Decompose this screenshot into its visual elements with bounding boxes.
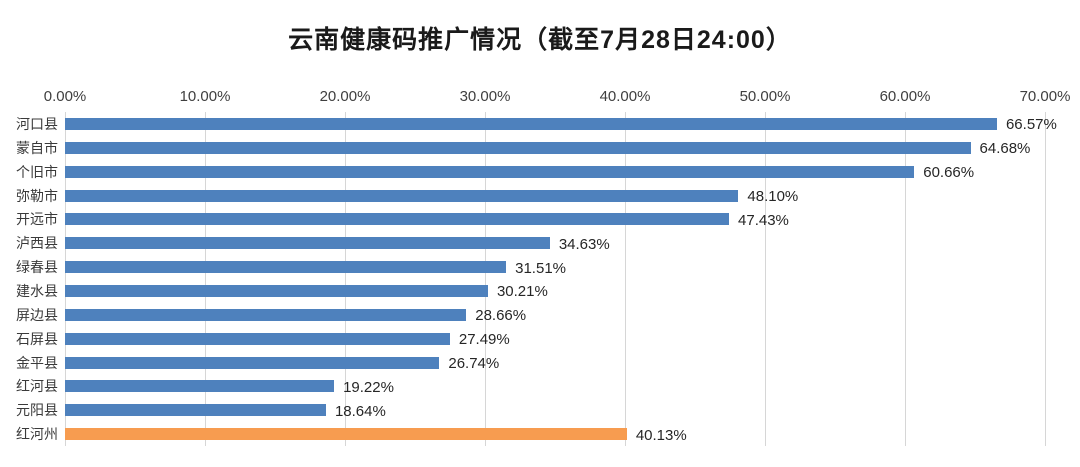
bar-highlighted — [65, 428, 627, 441]
gridline — [765, 112, 766, 446]
x-tick-label: 30.00% — [459, 88, 511, 105]
category-label: 建水县 — [16, 283, 58, 300]
bar — [65, 380, 335, 393]
gridline — [1045, 112, 1046, 446]
bar-value-label: 34.63% — [558, 235, 610, 253]
category-label: 屏边县 — [16, 307, 58, 324]
category-label: 金平县 — [16, 355, 58, 372]
bar-value-label: 28.66% — [475, 307, 527, 325]
bar — [65, 213, 730, 226]
gridline — [345, 112, 346, 446]
bar — [65, 308, 467, 321]
category-label: 红河州 — [16, 427, 58, 444]
bar-value-label: 40.13% — [635, 426, 687, 444]
bar — [65, 356, 440, 369]
x-tick-label: 70.00% — [1019, 88, 1071, 105]
bar — [65, 165, 915, 178]
bar — [65, 189, 739, 202]
gridline — [905, 112, 906, 446]
category-label: 蒙自市 — [16, 140, 58, 157]
bar-value-label: 48.10% — [747, 188, 799, 205]
x-tick-label: 60.00% — [879, 88, 931, 105]
category-label: 石屏县 — [16, 331, 58, 348]
category-label: 开远市 — [16, 212, 58, 229]
chart-title: 云南健康码推广情况（截至7月28日24:00） — [288, 26, 792, 54]
category-label: 弥勒市 — [16, 188, 58, 205]
bar — [65, 284, 488, 297]
bar — [65, 332, 450, 345]
bar-value-label: 30.21% — [496, 283, 548, 301]
bar-value-label: 64.68% — [979, 140, 1031, 158]
gridline — [205, 112, 206, 446]
bar — [65, 117, 997, 130]
bar-value-label: 60.66% — [923, 164, 975, 182]
bar — [65, 261, 507, 274]
plot-area: 66.57% 64.68% 60.66% 48.10% 47.43% 34.63% 31.5… — [65, 112, 1057, 446]
category-label: 红河县 — [16, 379, 58, 396]
x-tick-label: 0.00% — [43, 88, 87, 105]
x-tick-label: 10.00% — [179, 88, 231, 105]
bar-value-label: 27.49% — [458, 331, 510, 349]
x-tick-label: 40.00% — [599, 88, 651, 105]
bar — [65, 404, 326, 417]
category-label: 泸西县 — [16, 236, 58, 253]
bar — [65, 141, 971, 154]
gridline — [485, 112, 486, 446]
bar-value-label: 18.64% — [334, 402, 386, 420]
x-tick-label: 20.00% — [319, 88, 371, 105]
category-label: 河口县 — [16, 116, 58, 133]
bar-value-label: 47.43% — [738, 211, 789, 229]
category-label: 元阳县 — [16, 403, 58, 420]
x-tick-label: 50.00% — [739, 88, 791, 105]
bar-value-label: 26.74% — [448, 355, 500, 372]
bar — [65, 237, 550, 250]
bar-value-label: 66.57% — [1005, 116, 1057, 134]
bar-value-label: 19.22% — [343, 378, 394, 396]
bar-value-label: 31.51% — [515, 259, 566, 277]
gridline — [65, 112, 66, 446]
category-label: 个旧市 — [16, 164, 58, 181]
gridline — [625, 112, 626, 446]
category-label: 绿春县 — [16, 260, 58, 277]
